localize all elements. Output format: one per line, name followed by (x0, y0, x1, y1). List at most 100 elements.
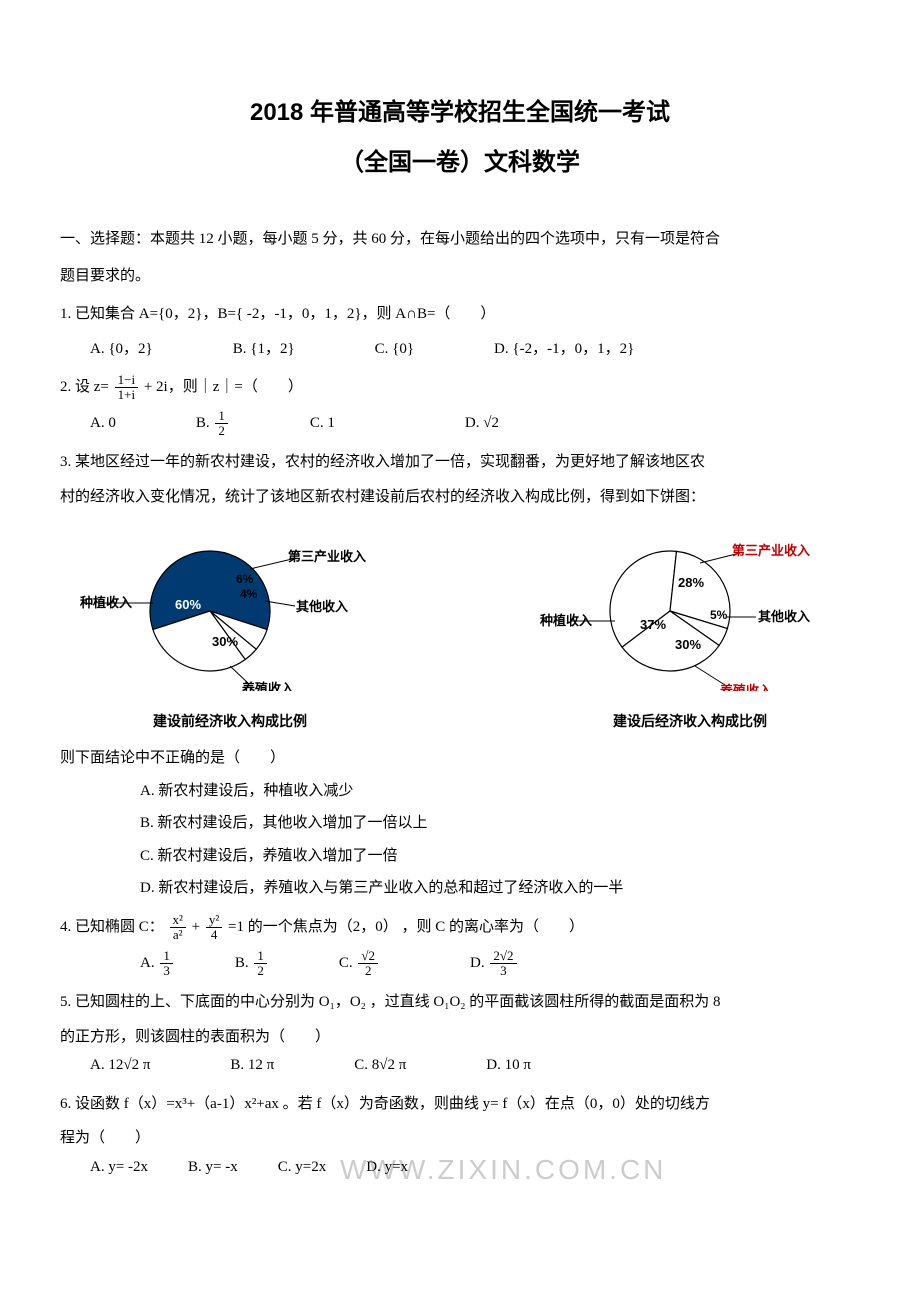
question-3-line1: 3. 某地区经过一年的新农村建设，农村的经济收入增加了一倍，实现翻番，为更好地了… (60, 448, 860, 477)
svg-text:养殖收入: 养殖收入 (719, 683, 772, 691)
svg-text:第三产业收入: 第三产业收入 (288, 549, 366, 564)
q4-opt-c: C. √22 (339, 949, 380, 979)
q1-opt-b: B. {1，2} (233, 335, 295, 364)
q2-optb-den: 2 (215, 424, 228, 438)
q4a-d: 3 (160, 964, 173, 978)
q3-opt-c: C. 新农村建设后，养殖收入增加了一倍 (140, 842, 860, 871)
q4a-n: 1 (160, 949, 173, 964)
q4c-n: √2 (358, 949, 378, 964)
q2-fraction: 1−i 1+i (115, 373, 138, 403)
q4-plus: + (192, 919, 204, 935)
q3-opt-b: B. 新农村建设后，其他收入增加了一倍以上 (140, 809, 860, 838)
section-intro-line1: 一、选择题：本题共 12 小题，每小题 5 分，共 60 分，在每小题给出的四个… (60, 225, 860, 254)
q4-opt-b: B. 12 (235, 949, 269, 979)
q2-frac-den: 1+i (115, 388, 138, 402)
q2-frac-num: 1−i (115, 373, 138, 388)
svg-text:养殖收入: 养殖收入 (241, 681, 294, 691)
q4-opt-a: A. 13 (140, 949, 175, 979)
svg-text:30%: 30% (212, 634, 238, 649)
q5-opt-c: C. 8√2 π (354, 1051, 406, 1080)
q4d-frac: 2√23 (490, 949, 516, 979)
svg-text:5%: 5% (710, 608, 728, 622)
q2-opt-c: C. 1 (310, 409, 335, 439)
svg-text:4%: 4% (240, 587, 258, 601)
question-1-text: 1. 已知集合 A={0，2}，B={ -2，-1，0，1，2}，则 A∩B=（… (60, 300, 860, 329)
svg-text:6%: 6% (236, 572, 254, 586)
q2-optb-frac: 1 2 (215, 409, 228, 439)
q1-opt-d: D. {-2，-1，0，1，2} (494, 335, 634, 364)
svg-text:种植收入: 种植收入 (80, 595, 132, 610)
q4-opt-d: D. 2√23 (470, 949, 518, 979)
svg-text:28%: 28% (678, 575, 704, 590)
q2-opt-d: D. √2 (465, 409, 499, 439)
q4d-d: 3 (490, 964, 516, 978)
chart-after: 37% 28% 5% 30% 种植收入 第三产业收入其他收入养殖收入 建设后经济收入构成比… (540, 531, 840, 734)
q4-f1d: a² (170, 928, 186, 942)
svg-text:30%: 30% (675, 637, 701, 652)
q6-opt-c: C. y=2x (278, 1153, 326, 1182)
q1-opt-a: A. {0，2} (90, 335, 153, 364)
q6-opt-a: A. y= -2x (90, 1153, 148, 1182)
q4b-pre: B. (235, 955, 253, 971)
q4-prefix: 4. 已知椭圆 C： (60, 919, 164, 935)
question-6-line1: 6. 设函数 f（x）=x³+（a-1）x²+ax 。若 f（x）为奇函数，则曲… (60, 1090, 860, 1119)
q4-frac2: y² 4 (206, 913, 222, 943)
svg-text:其他收入: 其他收入 (758, 609, 810, 624)
svg-text:60%: 60% (175, 597, 201, 612)
q4-f1n: x² (170, 913, 186, 928)
question-3-after: 则下面结论中不正确的是（ ） (60, 744, 860, 773)
page-title-sub: （全国一卷）文科数学 (60, 140, 860, 186)
q4d-pre: D. (470, 955, 488, 971)
question-4-text: 4. 已知椭圆 C： x² a² + y² 4 =1 的一个焦点为（2，0） ，… (60, 913, 860, 943)
q3-opt-a: A. 新农村建设后，种植收入减少 (140, 777, 860, 806)
q1-opt-c: C. {0} (375, 335, 414, 364)
svg-text:37%: 37% (640, 617, 666, 632)
q3-opt-d: D. 新农村建设后，养殖收入与第三产业收入的总和超过了经济收入的一半 (140, 874, 860, 903)
question-5-line2: 的正方形，则该圆柱的表面积为（ ） (60, 1023, 860, 1052)
chart-before: 60% 6%4% 30% 种植收入 第三产业收入其他收入养殖收入 建设前经济收入构成比例 (80, 531, 380, 734)
question-4-options: A. 13 B. 12 C. √22 D. 2√23 (60, 949, 860, 979)
page-title-main: 2018 年普通高等学校招生全国统一考试 (60, 90, 860, 136)
question-2-options: A. 0 B. 1 2 C. 1 D. √2 (60, 409, 860, 439)
q4b-d: 2 (254, 964, 267, 978)
svg-text:其他收入: 其他收入 (296, 599, 348, 614)
q2-optb-prefix: B. (196, 415, 214, 431)
q4c-pre: C. (339, 955, 357, 971)
q5-opt-a: A. 12√2 π (90, 1051, 150, 1080)
chart-after-caption: 建设后经济收入构成比例 (540, 708, 840, 735)
q4b-n: 1 (254, 949, 267, 964)
q4-suffix: =1 的一个焦点为（2，0） ，则 C 的离心率为（ ） (228, 919, 584, 935)
question-6-options: A. y= -2x B. y= -x C. y=2x D. y=x (60, 1153, 860, 1182)
question-3-options: A. 新农村建设后，种植收入减少 B. 新农村建设后，其他收入增加了一倍以上 C… (60, 777, 860, 903)
question-5-options: A. 12√2 π B. 12 π C. 8√2 π D. 10 π (60, 1051, 860, 1080)
svg-text:第三产业收入: 第三产业收入 (732, 543, 810, 558)
q4-f2n: y² (206, 913, 222, 928)
q2-prefix: 2. 设 z= (60, 379, 113, 395)
q6-opt-d: D. y=x (366, 1153, 408, 1182)
q6-opt-b: B. y= -x (188, 1153, 238, 1182)
svg-text:种植收入: 种植收入 (540, 613, 592, 628)
q4a-pre: A. (140, 955, 158, 971)
question-1-options: A. {0，2} B. {1，2} C. {0} D. {-2，-1，0，1，2… (60, 335, 860, 364)
q4c-d: 2 (358, 964, 378, 978)
q4d-n: 2√2 (490, 949, 516, 964)
q2-opt-a: A. 0 (90, 409, 116, 439)
question-2-text: 2. 设 z= 1−i 1+i + 2i，则｜z｜=（ ） (60, 373, 860, 403)
q2-suffix: + 2i，则｜z｜=（ ） (144, 379, 303, 395)
question-6-line2: 程为（ ） (60, 1124, 860, 1153)
chart-before-caption: 建设前经济收入构成比例 (80, 708, 380, 735)
question-3-line2: 村的经济收入变化情况，统计了该地区新农村建设前后农村的经济收入构成比例，得到如下… (60, 483, 860, 512)
pie-charts-row: 60% 6%4% 30% 种植收入 第三产业收入其他收入养殖收入 建设前经济收入构成比例… (60, 531, 860, 734)
section-intro-line2: 题目要求的。 (60, 262, 860, 291)
question-5-line1: 5. 已知圆柱的上、下底面的中心分别为 O₁，O₂ ，过直线 O₁O₂ 的平面截… (60, 988, 860, 1017)
q5-opt-b: B. 12 π (230, 1051, 274, 1080)
q2-opt-b: B. 1 2 (196, 409, 230, 439)
pie-after-svg: 37% 28% 5% 30% 种植收入 第三产业收入其他收入养殖收入 (540, 531, 840, 691)
q4-frac1: x² a² (170, 913, 186, 943)
q4c-frac: √22 (358, 949, 378, 979)
q4a-frac: 13 (160, 949, 173, 979)
q2-optb-num: 1 (215, 409, 228, 424)
q4-f2d: 4 (206, 928, 222, 942)
q5-opt-d: D. 10 π (486, 1051, 531, 1080)
pie-before-svg: 60% 6%4% 30% 种植收入 第三产业收入其他收入养殖收入 (80, 531, 380, 691)
